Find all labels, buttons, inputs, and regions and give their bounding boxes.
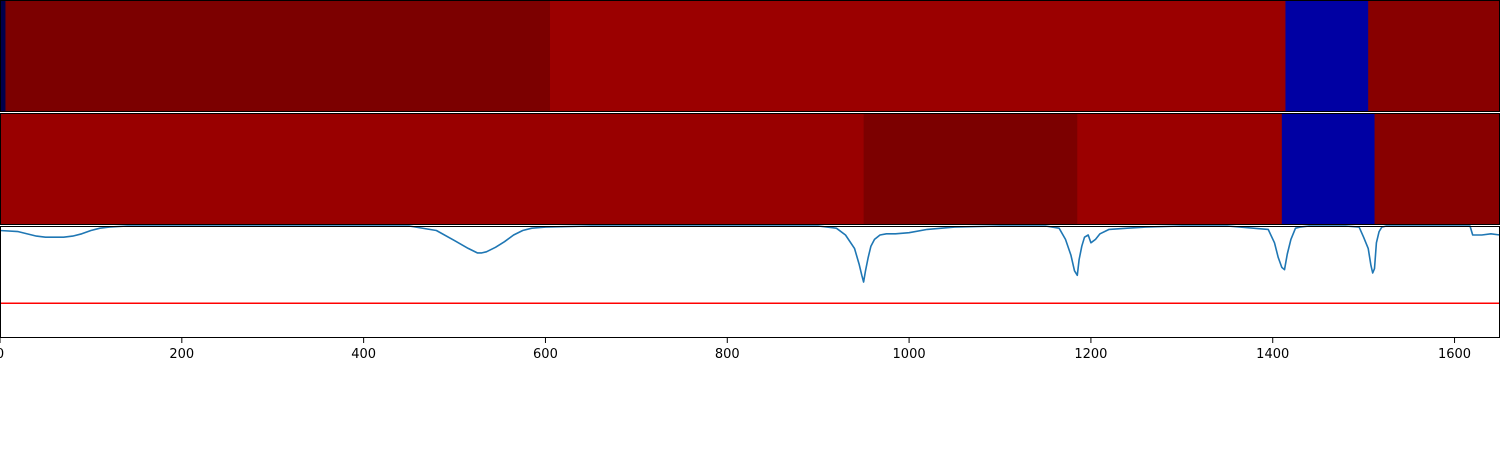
x-tick-label: 1600 — [1438, 347, 1471, 362]
x-tick-label: 800 — [715, 347, 740, 362]
x-tick-label: 1000 — [893, 347, 926, 362]
heatmap-cell-top-3 — [1285, 0, 1369, 112]
heatmap-cell-middle-0 — [0, 113, 865, 225]
signal-plot — [0, 225, 1500, 305]
x-tick-label: 200 — [169, 347, 194, 362]
top-heatmap-strip — [0, 0, 1500, 112]
heatmap-cell-top-0 — [0, 0, 7, 112]
x-tick-label: 400 — [351, 347, 376, 362]
heatmap-cell-middle-2 — [1077, 113, 1283, 225]
x-axis: 0 200 400 600 800 1000 1200 1400 1600 — [0, 338, 1471, 362]
heatmap-cell-top-4 — [1368, 0, 1500, 112]
heatmap-cell-middle-1 — [863, 113, 1078, 225]
x-tick-label: 0 — [0, 347, 4, 362]
heatmap-cell-top-2 — [550, 0, 1287, 112]
signal-series-line — [0, 225, 1500, 283]
heatmap-cell-middle-4 — [1374, 113, 1500, 225]
heatmap-cell-middle-3 — [1281, 113, 1376, 225]
x-tick-label: 600 — [533, 347, 558, 362]
heatmap-cell-top-1 — [5, 0, 551, 112]
x-tick-label: 1200 — [1074, 347, 1107, 362]
x-tick-label: 1400 — [1256, 347, 1289, 362]
middle-heatmap-strip — [0, 113, 1500, 225]
